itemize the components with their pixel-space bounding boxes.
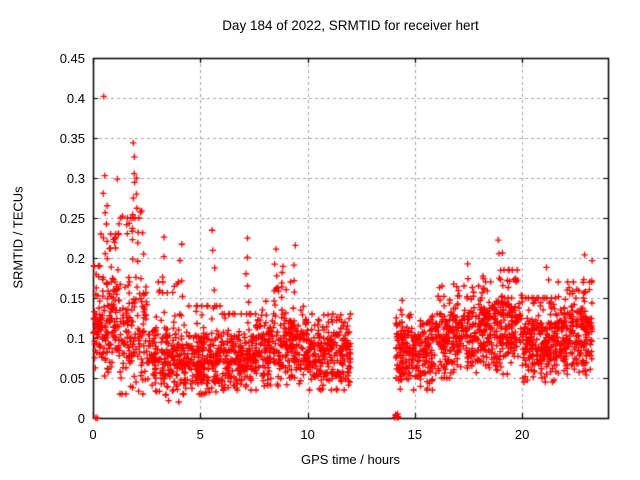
y-tick-label: 0.3 — [66, 171, 85, 186]
y-axis-title: SRMTID / TECUs — [10, 186, 26, 289]
y-tick-label: 0.45 — [59, 51, 85, 66]
x-axis-title: GPS time / hours — [301, 452, 400, 467]
x-tick-label: 20 — [514, 427, 530, 442]
y-tick-label: 0.35 — [59, 131, 85, 146]
x-tick-label: 5 — [196, 427, 204, 442]
y-tick-label: 0.05 — [59, 371, 85, 386]
y-tick-label: 0 — [77, 411, 85, 426]
y-tick-label: 0.2 — [66, 251, 85, 266]
y-tick-label: 0.1 — [66, 331, 85, 346]
y-tick-label: 0.4 — [66, 91, 85, 106]
x-tick-label: 0 — [89, 427, 97, 442]
chart-title: Day 184 of 2022, SRMTID for receiver her… — [222, 18, 479, 33]
x-tick-label: 15 — [407, 427, 423, 442]
y-tick-label: 0.25 — [59, 211, 85, 226]
x-tick-label: 10 — [300, 427, 315, 442]
y-tick-label: 0.15 — [59, 291, 85, 306]
